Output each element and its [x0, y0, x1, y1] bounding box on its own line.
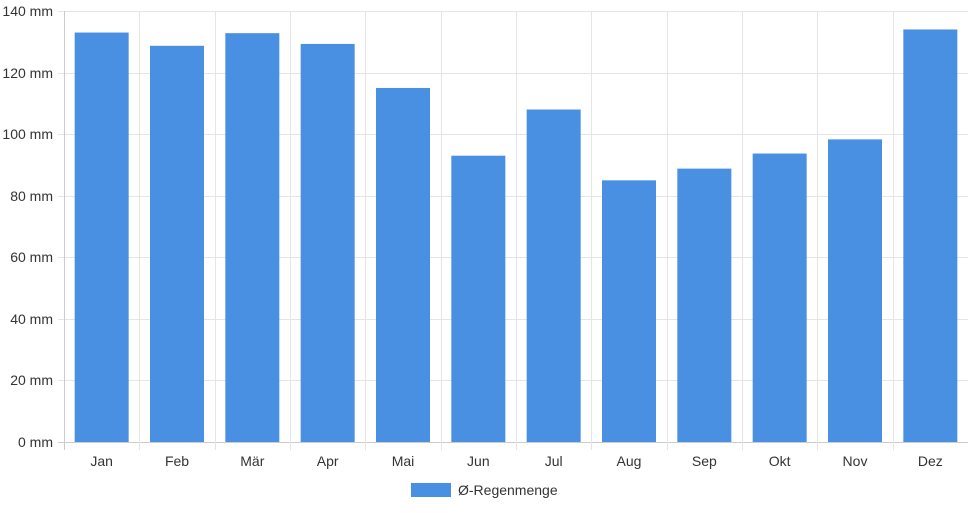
y-tick-label: 80 mm [10, 188, 53, 204]
bar-sep[interactable] [677, 168, 732, 442]
bar-jan[interactable] [74, 32, 129, 443]
x-tick-label: Feb [165, 453, 189, 469]
bars [74, 29, 958, 443]
grid-lines [58, 11, 968, 450]
x-tick-label: Aug [617, 453, 642, 469]
legend-label[interactable]: Ø-Regenmenge [458, 482, 558, 498]
legend-swatch[interactable] [411, 483, 451, 497]
bar-aug[interactable] [602, 180, 656, 443]
y-axis: 0 mm 20 mm 40 mm 60 mm 80 mm 100 mm 120 mm 140 … [2, 3, 53, 450]
bar-nov[interactable] [828, 139, 882, 442]
y-tick-label: 120 mm [2, 65, 53, 81]
x-tick-label: Mai [392, 453, 415, 469]
bar-jul[interactable] [526, 109, 581, 442]
x-tick-label: Jun [467, 453, 490, 469]
x-tick-label: Okt [769, 453, 791, 469]
y-tick-label: 140 mm [2, 3, 53, 19]
bar-jun[interactable] [451, 155, 506, 442]
x-tick-label: Jan [90, 453, 113, 469]
bar-mai[interactable] [376, 87, 430, 442]
bar-mär[interactable] [225, 33, 280, 443]
y-tick-label: 0 mm [18, 434, 53, 450]
y-tick-label: 20 mm [10, 372, 53, 388]
x-tick-label: Nov [843, 453, 868, 469]
bar-apr[interactable] [300, 43, 355, 443]
y-tick-label: 40 mm [10, 311, 53, 327]
bar-dez[interactable] [903, 29, 958, 442]
y-tick-label: 100 mm [2, 126, 53, 142]
y-tick-label: 60 mm [10, 249, 53, 265]
bar-feb[interactable] [150, 45, 204, 443]
x-axis: Jan Feb Mär Apr Mai Jun Jul Aug Sep Okt Nov Dez [90, 453, 942, 469]
bar-okt[interactable] [752, 153, 807, 443]
x-tick-label: Dez [918, 453, 943, 469]
legend[interactable]: Ø-Regenmenge [411, 482, 558, 498]
x-tick-label: Apr [317, 453, 339, 469]
x-tick-label: Sep [692, 453, 717, 469]
x-tick-label: Mär [240, 453, 264, 469]
x-tick-label: Jul [545, 453, 563, 469]
